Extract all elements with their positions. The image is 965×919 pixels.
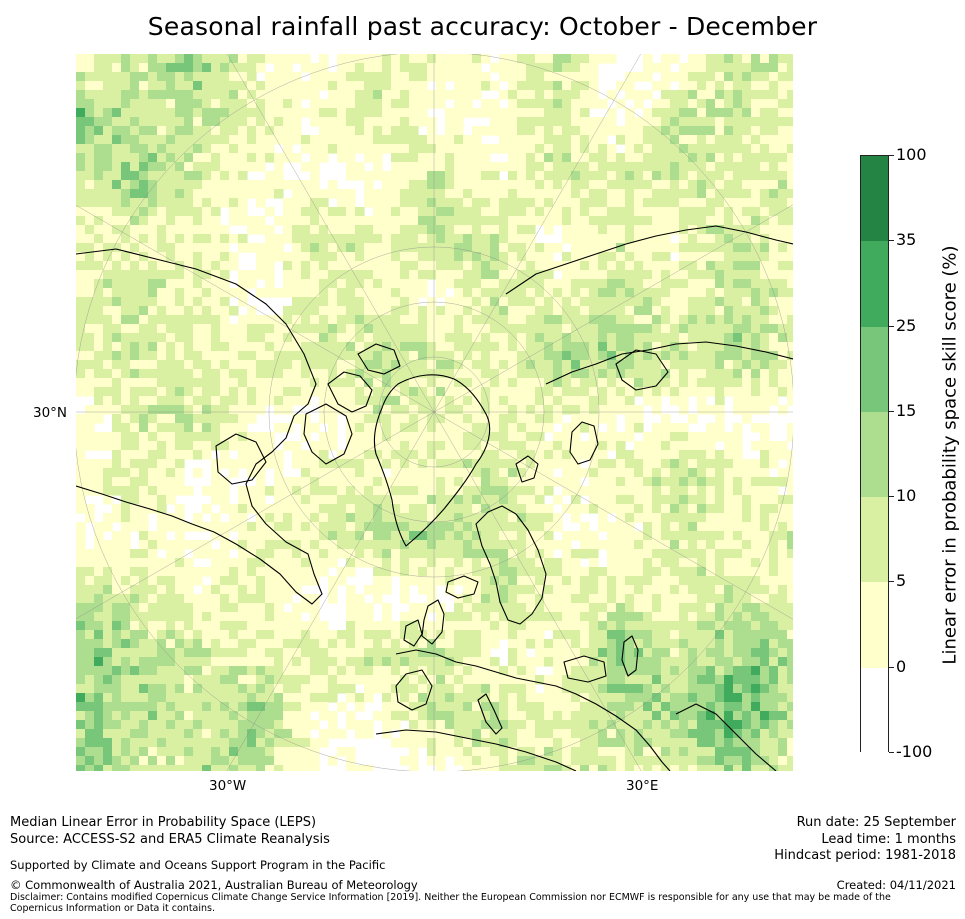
footer-created: Created: 04/11/2021 — [836, 878, 956, 892]
colorbar-segment — [861, 667, 888, 753]
coast-svalbard — [515, 455, 539, 483]
coast-iberia — [395, 669, 433, 711]
coast-arctic-islands-2 — [357, 343, 401, 375]
meridian-line — [433, 411, 642, 771]
colorbar-tick — [889, 325, 894, 327]
colorbar-segment — [861, 582, 888, 668]
footer-metric: Median Linear Error in Probability Space… — [10, 815, 317, 830]
colorbar-tick — [889, 155, 894, 156]
skill-field-layer — [76, 54, 793, 771]
coast-arabia — [675, 703, 777, 771]
coast-baffin — [303, 403, 353, 465]
colorbar-segment — [861, 156, 888, 242]
coast-siberia — [545, 341, 793, 385]
coast-ireland — [403, 619, 423, 647]
colorbar-tick — [889, 496, 894, 498]
colorbar-tick-label: -100 — [896, 742, 933, 761]
chart-title: Seasonal rainfall past accuracy: October… — [147, 12, 818, 41]
coast-taymyr — [615, 349, 669, 391]
colorbar-tick — [889, 240, 894, 242]
coastlines — [76, 225, 793, 771]
colorbar-title: Linear error in probability space skill … — [939, 245, 961, 665]
footer-lead-time: Lead time: 1 months — [821, 832, 956, 847]
colorbar-tick-label: 15 — [896, 400, 917, 420]
colorbar-segment — [861, 411, 888, 498]
colorbar — [860, 155, 889, 753]
colorbar-tick-label: 10 — [896, 486, 917, 506]
meridian-line — [433, 204, 793, 413]
coast-scandinavia — [475, 505, 547, 625]
coast-north-america — [76, 248, 323, 605]
footer-hindcast: Hindcast period: 1981-2018 — [774, 848, 956, 863]
footer-copyright: © Commonwealth of Australia 2021, Austra… — [10, 878, 418, 892]
colorbar-segment — [861, 326, 888, 412]
colorbar-tick — [889, 410, 894, 412]
coast-italy — [477, 693, 503, 735]
meridian-line — [433, 411, 793, 620]
meridian-line — [433, 54, 641, 413]
colorbar-tick-label: 5 — [896, 571, 907, 591]
meridian-line — [227, 54, 435, 413]
coast-britain — [421, 599, 445, 645]
coast-novaya-zemlya — [569, 421, 599, 465]
coast-hudson-bay — [215, 433, 267, 485]
colorbar-segment — [861, 497, 888, 583]
colorbar-segment — [861, 241, 888, 327]
colorbar-tick — [889, 666, 894, 668]
longitude-west-label: 30°W — [209, 778, 247, 794]
footer-run-date: Run date: 25 September — [796, 815, 956, 830]
coast-greenland — [373, 374, 491, 547]
footer-disclaimer: Disclaimer: Contains modified Copernicus… — [10, 892, 891, 914]
coast-caspian — [621, 635, 639, 677]
coast-iceland — [445, 575, 479, 599]
meridian-line — [76, 411, 435, 619]
colorbar-tick-label: 25 — [896, 315, 917, 335]
colorbar-tick-label: 100 — [896, 145, 927, 164]
meridian-line — [226, 411, 435, 771]
coast-black-sea — [563, 655, 607, 683]
coast-europe — [395, 649, 671, 771]
coast-asia — [505, 225, 793, 295]
coast-arctic-islands — [327, 371, 373, 413]
graticule — [76, 54, 793, 771]
longitude-east-label: 30°E — [626, 778, 659, 794]
coast-africa — [375, 729, 577, 771]
meridian-line — [76, 205, 435, 413]
colorbar-tick-label: 0 — [896, 656, 907, 676]
colorbar-tick — [889, 581, 894, 583]
map-canvas — [76, 54, 793, 771]
colorbar-tick-label: 35 — [896, 230, 917, 250]
footer-source: Source: ACCESS-S2 and ERA5 Climate Reana… — [10, 832, 330, 847]
latitude-label: 30°N — [33, 405, 68, 421]
footer-support: Supported by Climate and Oceans Support … — [10, 858, 386, 872]
colorbar-tick — [889, 752, 894, 753]
polar-map[interactable] — [76, 54, 793, 771]
